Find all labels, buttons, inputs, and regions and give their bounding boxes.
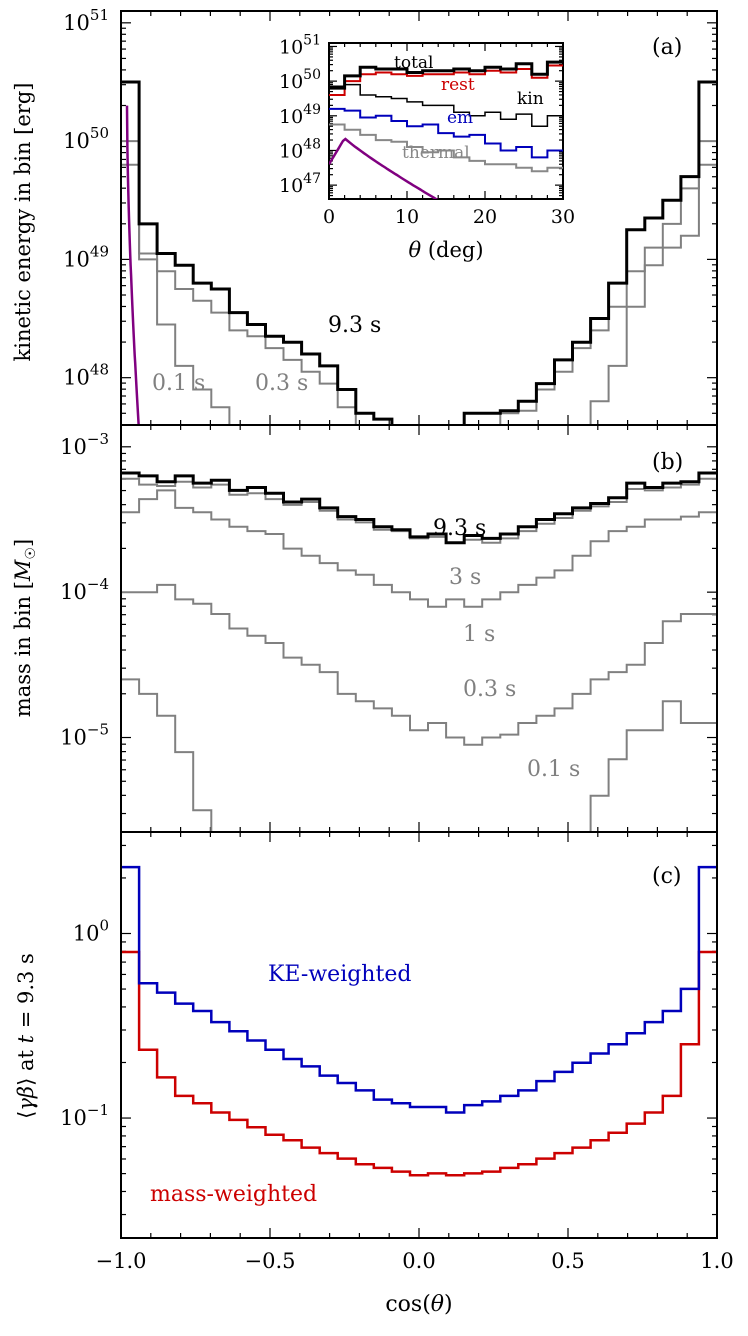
annotation-0-1s-a: 0.1 s (152, 371, 205, 396)
inset-x-tick-label: 30 (551, 206, 575, 228)
y-tick-label: 100 (73, 917, 109, 946)
inset-label-em: em (447, 108, 473, 128)
inset-series-thermal-line (329, 123, 563, 173)
series-0-3-s-line (121, 140, 717, 425)
x-tick-label: 0.0 (402, 1249, 435, 1273)
inset-x-tick-label: 0 (323, 206, 335, 228)
annotation-0-3s-b: 0.3 s (463, 677, 516, 702)
panel-c-gamma-beta: 10−1 100 (c) ⟨γβ⟩ at t = 9.3 s KE-weighte… (14, 832, 718, 1317)
inset-y-tick-label: 1049 (279, 102, 321, 128)
series-1-s-line (121, 489, 717, 608)
inset-y-tick-label: 1048 (279, 136, 321, 162)
inset-purple-curve-line (329, 137, 439, 199)
series-0-3-s-line (121, 583, 717, 746)
inset-label-total: total (394, 53, 433, 73)
y-tick-label: 1050 (63, 124, 109, 153)
inset-series-total-line (329, 60, 563, 90)
annotation-9-3s-b: 9.3 s (433, 516, 486, 541)
annotation-1s-b: 1 s (463, 622, 495, 647)
panel-b-ylabel: mass in bin [M☉] (11, 539, 39, 717)
panel-c-label: (c) (652, 864, 682, 889)
panel-c-ylabel: ⟨γβ⟩ at t = 9.3 s (14, 953, 38, 1119)
inset-energy-components: 0 10 20 30 1047 1048 1049 1050 1051 total rest k… (279, 32, 575, 262)
y-tick-label: 10−5 (60, 721, 109, 750)
series-9-3-s-line (121, 80, 717, 425)
inset-y-tick-label: 1050 (279, 67, 321, 93)
panel-a-ylabel: kinetic energy in bin [erg] (11, 83, 35, 362)
y-tick-label: 10−1 (60, 1101, 109, 1130)
inset-series-rest-line (329, 64, 563, 96)
series-9-3-s-line (121, 471, 717, 545)
series-mass-weighted-line (121, 950, 717, 1177)
y-tick-label: 10−3 (60, 430, 109, 459)
series-0-1-s-line (121, 163, 717, 425)
annotation-ke-weighted: KE-weighted (268, 962, 411, 987)
inset-label-rest: rest (441, 75, 475, 95)
y-tick-label: 1049 (63, 242, 109, 271)
y-tick-label: 1051 (63, 6, 109, 35)
series-0-1-s-line (121, 678, 717, 832)
inset-label-thermal: thermal (402, 143, 470, 163)
x-tick-label: 1.0 (700, 1249, 733, 1273)
panel-a-label: (a) (652, 35, 682, 60)
y-tick-label: 10−4 (60, 575, 109, 604)
y-tick-label: 1048 (63, 361, 109, 390)
panel-c-xlabel: cos(θ) (385, 1292, 452, 1317)
annotation-9-3s-a: 9.3 s (328, 313, 381, 338)
annotation-0-3s-a: 0.3 s (255, 371, 308, 396)
figure-frame (120, 10, 718, 1239)
inset-series-kin-line (329, 83, 563, 127)
x-tick-label: 0.5 (551, 1249, 584, 1273)
x-tick-label: −0.5 (245, 1249, 296, 1273)
inset-y-tick-label: 1051 (279, 32, 321, 58)
inset-xlabel: θ (deg) (408, 238, 483, 262)
annotation-mass-weighted: mass-weighted (150, 1182, 317, 1207)
panel-b-label: (b) (652, 450, 683, 475)
inset-x-tick-label: 20 (473, 206, 497, 228)
panel-b-mass: 10−510−410−3 (b) mass in bin [M☉] 9.3 s … (11, 425, 718, 832)
annotation-3s-b: 3 s (449, 565, 481, 590)
purple-curve-line (125, 105, 140, 425)
x-tick-label: −1.0 (96, 1249, 147, 1273)
inset-label-kin: kin (517, 89, 544, 109)
panel-a-kinetic-energy: 1048 1049 1050 1051 (a) kinetic energy in b… (11, 6, 718, 426)
inset-y-tick-label: 1047 (279, 171, 321, 197)
annotation-0-1s-b: 0.1 s (527, 757, 580, 782)
series-ke-weighted-line (121, 865, 717, 1114)
inset-series-em-line (329, 107, 563, 159)
inset-x-tick-label: 10 (395, 206, 419, 228)
